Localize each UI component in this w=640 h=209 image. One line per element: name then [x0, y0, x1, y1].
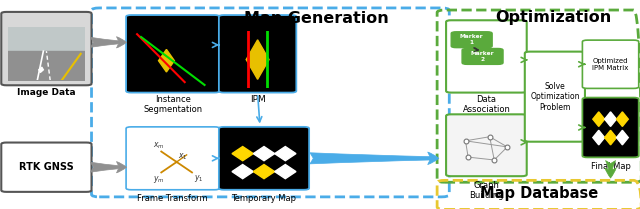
Text: Frame Transform: Frame Transform [138, 194, 208, 203]
Text: Map Database: Map Database [481, 186, 598, 201]
Text: Marker
1: Marker 1 [460, 34, 483, 45]
FancyBboxPatch shape [582, 40, 639, 88]
Text: Image Data: Image Data [17, 88, 76, 97]
Text: Instance
Segmentation: Instance Segmentation [143, 95, 202, 115]
FancyBboxPatch shape [126, 15, 220, 93]
FancyBboxPatch shape [451, 32, 492, 48]
FancyBboxPatch shape [582, 98, 639, 157]
FancyBboxPatch shape [525, 52, 585, 142]
Text: Optimized
IPM Matrix: Optimized IPM Matrix [593, 58, 628, 71]
Text: IPM: IPM [250, 95, 266, 104]
Text: Optimization: Optimization [495, 10, 612, 25]
FancyBboxPatch shape [462, 48, 503, 64]
Text: Map Generation: Map Generation [244, 11, 389, 27]
Text: Graph
Building: Graph Building [469, 181, 504, 200]
FancyBboxPatch shape [1, 143, 92, 192]
Text: Data
Association: Data Association [463, 95, 510, 115]
FancyBboxPatch shape [1, 12, 92, 85]
Text: Marker
2: Marker 2 [471, 51, 494, 62]
Text: Temporary Map: Temporary Map [232, 194, 296, 203]
FancyBboxPatch shape [446, 20, 527, 93]
FancyBboxPatch shape [219, 15, 296, 93]
Text: RTK GNSS: RTK GNSS [19, 162, 74, 172]
FancyBboxPatch shape [446, 114, 527, 176]
Text: Final Map: Final Map [591, 162, 630, 171]
FancyBboxPatch shape [126, 127, 220, 190]
FancyBboxPatch shape [219, 127, 309, 190]
Text: Solve
Optimization
Problem: Solve Optimization Problem [530, 82, 580, 112]
